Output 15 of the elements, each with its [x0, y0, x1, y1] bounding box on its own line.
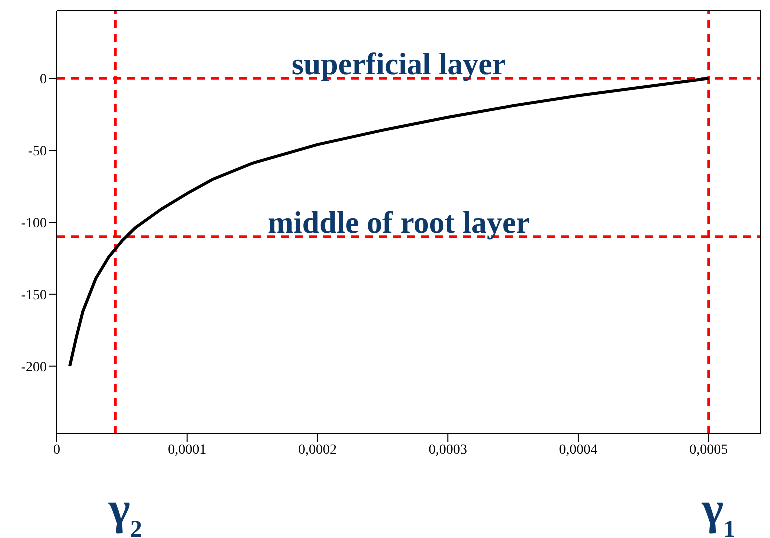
x-tick-label: 0,0005	[690, 442, 728, 458]
x-tick-label: 0,0002	[298, 442, 337, 458]
x-tick-label: 0	[54, 442, 60, 458]
x-tick-label: 0,0004	[559, 442, 598, 458]
y-tick-label: 0	[40, 72, 47, 88]
ref-line-label: superficial layer	[292, 46, 506, 82]
y-tick-label: -100	[21, 216, 47, 232]
x-tick-label: 0,0001	[168, 442, 207, 458]
y-tick-label: -50	[28, 144, 47, 160]
y-tick-label: -150	[21, 288, 47, 304]
ref-line-label: γ$_{2}$	[108, 483, 142, 538]
x-tick-label: 0,0003	[428, 442, 468, 458]
ref-line-label: middle of root layer	[268, 204, 530, 240]
y-tick-label: -200	[21, 360, 47, 376]
ref-line-label: γ$_{1}$	[701, 483, 736, 538]
